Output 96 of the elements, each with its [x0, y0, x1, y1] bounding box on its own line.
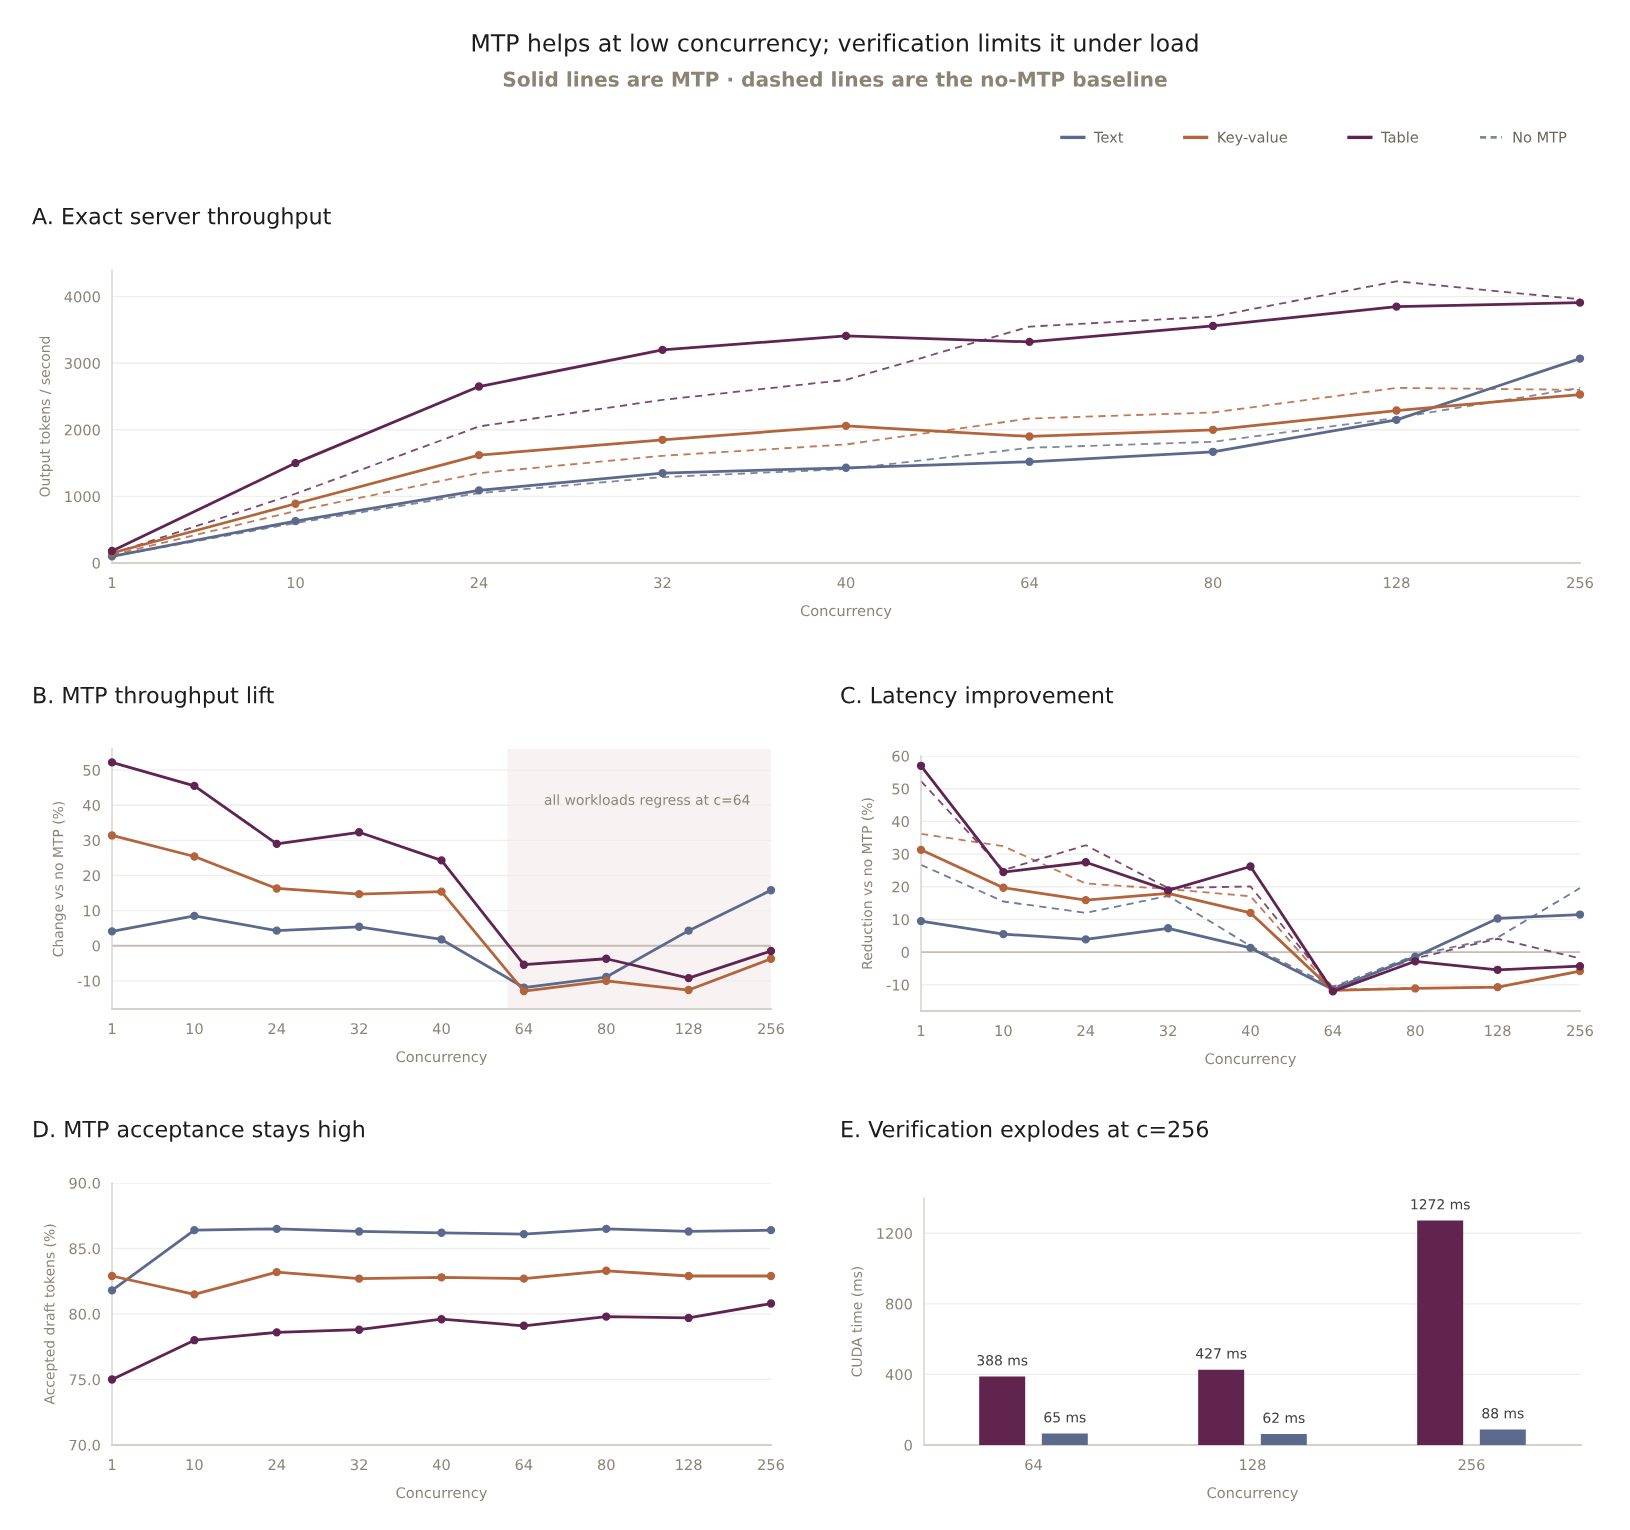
x-tick-label: 128: [1384, 577, 1410, 589]
x-tick-label: 40: [837, 577, 855, 589]
x-tick-label: 1: [108, 1459, 116, 1470]
y-tick-label: 400: [885, 1369, 912, 1381]
legend-label: No MTP: [1513, 131, 1567, 143]
data-label: 62 ms: [1263, 1412, 1305, 1424]
y-tick-label: 10: [892, 914, 909, 926]
x-tick-label: 24: [1077, 1025, 1095, 1036]
x-axis-title: Concurrency: [396, 1051, 487, 1066]
data-label: 88 ms: [1482, 1407, 1524, 1419]
x-tick-label: 256: [1567, 577, 1593, 589]
x-axis-title: Concurrency: [1205, 1053, 1296, 1068]
y-tick-label: -10: [77, 975, 100, 987]
x-tick-label: 24: [268, 1459, 286, 1470]
x-tick-label: 64: [1021, 577, 1038, 589]
y-axis-title: CUDA time (ms): [851, 1266, 864, 1377]
x-tick-label: 64: [515, 1023, 533, 1035]
y-tick-label: 75.0: [69, 1374, 100, 1386]
y-tick-label: 1000: [65, 491, 100, 503]
y-tick-label: 20: [83, 870, 100, 882]
x-tick-label: 256: [758, 1023, 784, 1035]
y-tick-label: 800: [886, 1298, 912, 1310]
x-tick-label: 10: [186, 1023, 203, 1035]
x-axis-title: Concurrency: [1207, 1487, 1298, 1502]
x-tick-label: 32: [350, 1459, 367, 1471]
y-tick-label: 50: [83, 764, 100, 776]
x-tick-label: 40: [1241, 1025, 1259, 1037]
x-tick-label: 64: [1025, 1459, 1042, 1471]
y-tick-label: 85.0: [69, 1243, 100, 1255]
x-tick-label: 128: [676, 1459, 702, 1471]
y-tick-label: 40: [892, 816, 909, 828]
x-tick-label: 1: [108, 577, 116, 588]
text: MTP helps at low concurrency; verification limits it under load: [472, 33, 1198, 57]
y-tick-label: 0: [904, 1439, 912, 1451]
text: Solid lines are MTP · dashed lines are the no-MTP baseline: [503, 71, 1167, 87]
y-tick-label: 4000: [64, 291, 100, 303]
x-tick-label: 128: [1485, 1025, 1511, 1037]
y-tick-label: 70.0: [69, 1439, 100, 1451]
x-tick-label: 64: [515, 1459, 533, 1471]
band-label: all workloads regress at c=64: [544, 794, 750, 808]
x-tick-label: 80: [1204, 577, 1222, 589]
chart-title: C. Latency improvement: [841, 686, 1114, 708]
x-tick-label: 32: [1159, 1025, 1176, 1037]
x-tick-label: 256: [1567, 1025, 1593, 1037]
y-tick-label: 3000: [64, 357, 100, 369]
y-tick-label: 2000: [64, 424, 100, 436]
y-tick-label: 20: [892, 881, 909, 893]
legend-label: Key-value: [1218, 131, 1287, 146]
x-tick-label: 1: [917, 1025, 925, 1036]
chart-title: D. MTP acceptance stays high: [34, 1120, 364, 1142]
x-tick-label: 24: [268, 1023, 286, 1034]
x-axis-title: Concurrency: [800, 605, 892, 620]
data-label: 65 ms: [1044, 1412, 1086, 1423]
x-tick-label: 10: [287, 577, 304, 589]
x-tick-label: 40: [432, 1459, 450, 1471]
x-tick-label: 80: [1406, 1025, 1424, 1037]
y-axis-title: Accepted draft tokens (%): [43, 1224, 58, 1405]
y-tick-label: 10: [83, 905, 100, 917]
y-tick-label: 50: [892, 783, 909, 795]
x-tick-label: 256: [1458, 1459, 1485, 1471]
x-tick-label: 32: [654, 577, 671, 589]
x-tick-label: 128: [676, 1023, 702, 1035]
y-tick-label: 90.0: [69, 1177, 100, 1189]
y-tick-label: 80.0: [69, 1308, 100, 1320]
data-label: 1272 ms: [1411, 1199, 1470, 1210]
y-axis-title: Output tokens / second: [39, 336, 53, 497]
x-tick-label: 1: [108, 1023, 116, 1034]
x-tick-label: 10: [186, 1459, 203, 1471]
x-tick-label: 32: [350, 1023, 367, 1035]
y-tick-label: 1200: [877, 1228, 912, 1240]
x-tick-label: 40: [432, 1023, 450, 1035]
y-tick-label: 0: [92, 940, 100, 952]
y-tick-label: 0: [901, 946, 909, 958]
y-axis-title: Reduction vs no MTP (%): [861, 798, 874, 969]
y-tick-label: 30: [892, 848, 909, 860]
x-tick-label: 64: [1324, 1025, 1342, 1037]
data-label: 427 ms: [1196, 1348, 1247, 1359]
x-tick-label: 80: [597, 1459, 615, 1471]
x-tick-label: 10: [995, 1025, 1012, 1037]
x-axis-title: Concurrency: [396, 1487, 487, 1502]
legend-label: Text: [1093, 131, 1124, 143]
x-tick-label: 128: [1240, 1459, 1266, 1471]
y-tick-label: 60: [892, 750, 909, 762]
y-tick-label: 0: [92, 557, 100, 569]
legend-label: Table: [1381, 131, 1419, 143]
y-axis-title: Change vs no MTP (%): [52, 801, 66, 957]
data-label: 388 ms: [977, 1355, 1028, 1366]
chart-title: A. Exact server throughput: [32, 207, 331, 229]
x-tick-label: 24: [470, 577, 488, 588]
y-tick-label: 30: [83, 835, 100, 847]
x-tick-label: 80: [597, 1023, 615, 1035]
y-tick-label: -10: [886, 979, 909, 991]
chart-title: B. MTP throughput lift: [34, 686, 274, 708]
x-tick-label: 256: [758, 1459, 784, 1471]
y-tick-label: 40: [83, 799, 100, 811]
chart-title: E. Verification explodes at c=256: [842, 1120, 1209, 1142]
